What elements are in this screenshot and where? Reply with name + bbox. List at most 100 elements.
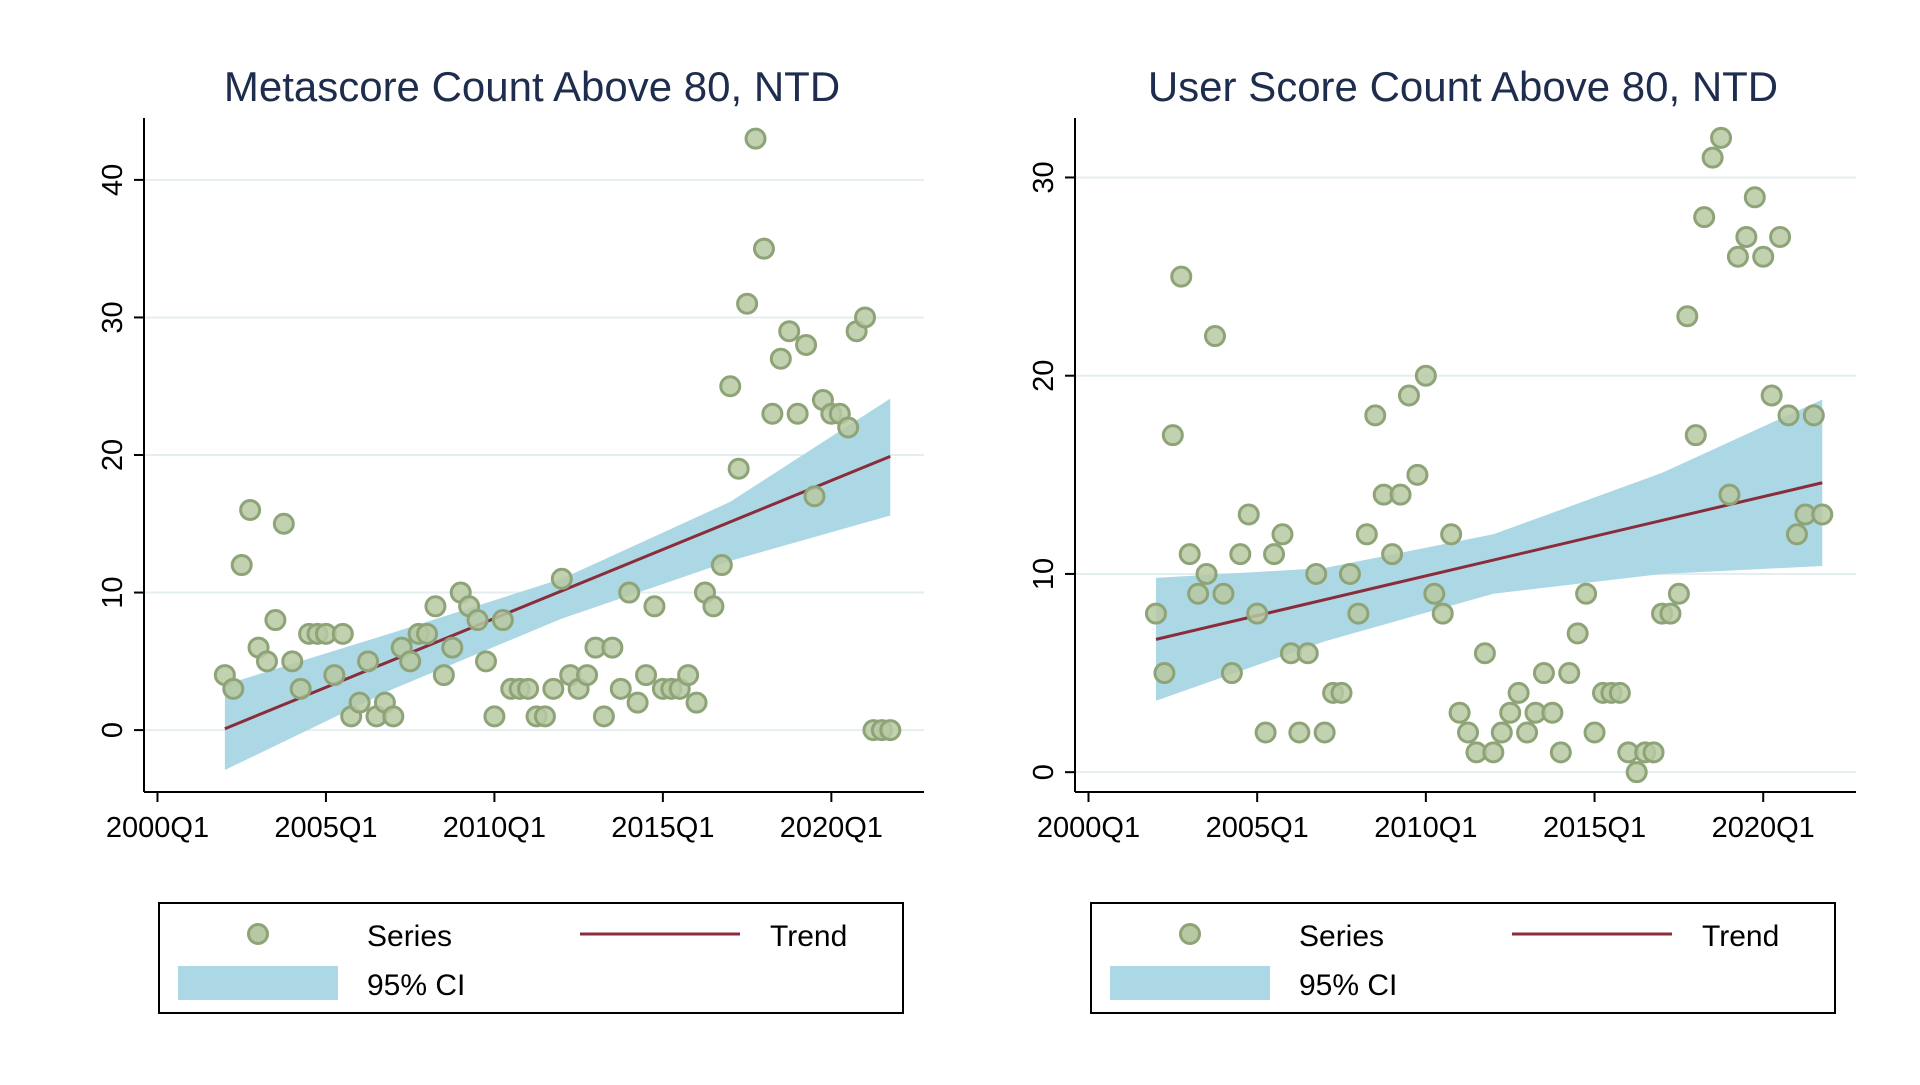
data-point bbox=[1583, 721, 1606, 744]
data-point bbox=[1414, 364, 1437, 387]
legend: Series Trend 95% CI bbox=[158, 902, 904, 1014]
data-point bbox=[348, 691, 371, 714]
data-point bbox=[710, 554, 733, 577]
data-point bbox=[618, 581, 641, 604]
data-point bbox=[416, 622, 439, 645]
data-point bbox=[1338, 562, 1361, 585]
chart-title: Metascore Count Above 80, NTD bbox=[224, 63, 840, 110]
legend-trend-label: Trend bbox=[1702, 920, 1779, 953]
data-point bbox=[1482, 741, 1505, 764]
legend-series-label: Series bbox=[1299, 920, 1384, 953]
data-point bbox=[1448, 701, 1471, 724]
x-tick-label: 2020Q1 bbox=[1712, 812, 1815, 844]
data-point bbox=[1516, 721, 1539, 744]
data-point bbox=[1785, 523, 1808, 546]
data-point bbox=[424, 595, 447, 618]
data-point bbox=[264, 609, 287, 632]
data-point bbox=[609, 677, 632, 700]
x-tick-label: 2015Q1 bbox=[611, 812, 714, 844]
data-point bbox=[272, 512, 295, 535]
data-point bbox=[778, 320, 801, 343]
data-point bbox=[1743, 186, 1766, 209]
data-point bbox=[1153, 662, 1176, 685]
data-point bbox=[601, 636, 624, 659]
data-point bbox=[592, 705, 615, 728]
data-point bbox=[1777, 404, 1800, 427]
data-point bbox=[1532, 662, 1555, 685]
data-point bbox=[1381, 543, 1404, 566]
data-point bbox=[1195, 562, 1218, 585]
data-point bbox=[795, 333, 818, 356]
data-point bbox=[786, 402, 809, 425]
data-point bbox=[1406, 463, 1429, 486]
data-point bbox=[1271, 523, 1294, 546]
data-point bbox=[1769, 225, 1792, 248]
data-point bbox=[1710, 126, 1733, 149]
data-point bbox=[1423, 582, 1446, 605]
data-point bbox=[441, 636, 464, 659]
data-point bbox=[289, 677, 312, 700]
data-point bbox=[1296, 642, 1319, 665]
legend-series-marker bbox=[247, 923, 269, 945]
legend-series-marker bbox=[1179, 923, 1201, 945]
x-tick-label: 2020Q1 bbox=[780, 812, 883, 844]
data-point bbox=[1178, 543, 1201, 566]
data-point bbox=[727, 457, 750, 480]
data-point bbox=[533, 705, 556, 728]
data-point bbox=[1220, 662, 1243, 685]
data-point bbox=[1313, 721, 1336, 744]
data-point bbox=[255, 650, 278, 673]
data-point bbox=[1684, 424, 1707, 447]
x-tick-label: 2000Q1 bbox=[1037, 812, 1140, 844]
data-point bbox=[803, 485, 826, 508]
data-point bbox=[837, 416, 860, 439]
data-point bbox=[1575, 582, 1598, 605]
data-point bbox=[1490, 721, 1513, 744]
x-tick-label: 2010Q1 bbox=[1374, 812, 1477, 844]
y-tick-label: 20 bbox=[1028, 360, 1060, 392]
data-point bbox=[1608, 681, 1631, 704]
data-point bbox=[1389, 483, 1412, 506]
data-point bbox=[1735, 225, 1758, 248]
data-point bbox=[1263, 543, 1286, 566]
data-point bbox=[769, 347, 792, 370]
data-point bbox=[1760, 384, 1783, 407]
metascore-panel: Metascore Count Above 80, NTD 0 10 20 30 40 2… bbox=[97, 63, 924, 1014]
data-point bbox=[1718, 483, 1741, 506]
data-point bbox=[719, 375, 742, 398]
data-point bbox=[1187, 582, 1210, 605]
data-point bbox=[382, 705, 405, 728]
data-point bbox=[1237, 503, 1260, 526]
x-tick-label: 2005Q1 bbox=[274, 812, 377, 844]
legend-ci-label: 95% CI bbox=[1299, 969, 1397, 1002]
data-point bbox=[1457, 721, 1480, 744]
data-point bbox=[1473, 642, 1496, 665]
data-point bbox=[626, 691, 649, 714]
legend-trend-label: Trend bbox=[770, 920, 847, 953]
y-tick-label: 0 bbox=[1028, 764, 1060, 780]
data-point bbox=[1170, 265, 1193, 288]
x-tick-label: 2010Q1 bbox=[443, 812, 546, 844]
data-point bbox=[1355, 523, 1378, 546]
y-tick-label: 20 bbox=[97, 439, 129, 471]
legend-series-label: Series bbox=[367, 920, 452, 953]
data-point bbox=[752, 237, 775, 260]
data-point bbox=[1246, 602, 1269, 625]
legend: Series Trend 95% CI bbox=[1090, 902, 1836, 1014]
data-point bbox=[1254, 721, 1277, 744]
data-point bbox=[1212, 582, 1235, 605]
data-point bbox=[1726, 245, 1749, 268]
data-point bbox=[1204, 325, 1227, 348]
data-point bbox=[323, 664, 346, 687]
ci-band bbox=[1155, 399, 1823, 701]
data-point bbox=[542, 677, 565, 700]
y-tick-label: 40 bbox=[97, 164, 129, 196]
data-point bbox=[576, 664, 599, 687]
data-point bbox=[1693, 206, 1716, 229]
data-point bbox=[1288, 721, 1311, 744]
data-point bbox=[239, 499, 262, 522]
data-point bbox=[1549, 741, 1572, 764]
data-point bbox=[1161, 424, 1184, 447]
data-point bbox=[736, 292, 759, 315]
